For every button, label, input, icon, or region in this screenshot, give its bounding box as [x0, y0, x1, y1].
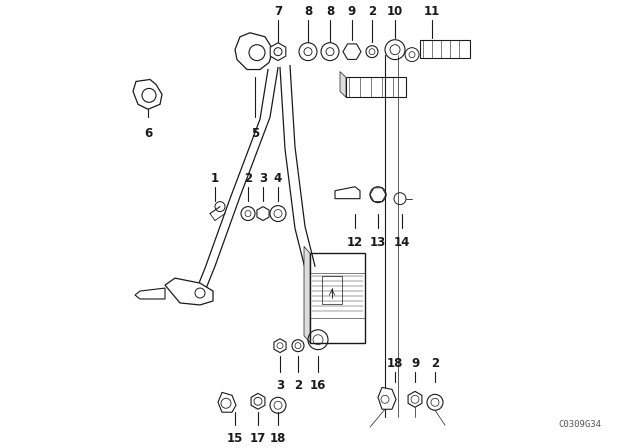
Text: 18: 18 — [387, 357, 403, 370]
Text: 4: 4 — [274, 172, 282, 185]
Text: 5: 5 — [251, 127, 259, 140]
Polygon shape — [340, 72, 346, 97]
Text: 12: 12 — [347, 237, 363, 250]
Polygon shape — [378, 388, 396, 409]
Text: 3: 3 — [276, 379, 284, 392]
Text: 3: 3 — [259, 172, 267, 185]
Polygon shape — [270, 43, 286, 60]
Polygon shape — [251, 393, 265, 409]
Text: 8: 8 — [304, 5, 312, 18]
Text: 2: 2 — [431, 357, 439, 370]
Text: 10: 10 — [387, 5, 403, 18]
Text: 17: 17 — [250, 432, 266, 445]
Polygon shape — [165, 278, 213, 305]
Bar — [346, 78, 406, 97]
Bar — [322, 276, 342, 304]
Text: 15: 15 — [227, 432, 243, 445]
Polygon shape — [408, 392, 422, 407]
Text: 2: 2 — [294, 379, 302, 392]
Text: 6: 6 — [144, 127, 152, 140]
Text: 13: 13 — [370, 237, 386, 250]
Text: 2: 2 — [244, 172, 252, 185]
Text: 7: 7 — [274, 5, 282, 18]
Text: 11: 11 — [424, 5, 440, 18]
Bar — [420, 40, 470, 58]
Polygon shape — [135, 288, 165, 299]
Text: 1: 1 — [211, 172, 219, 185]
Polygon shape — [235, 33, 273, 69]
Text: 16: 16 — [310, 379, 326, 392]
Polygon shape — [343, 44, 361, 60]
Polygon shape — [133, 79, 162, 109]
Text: 9: 9 — [348, 5, 356, 18]
Polygon shape — [304, 246, 310, 343]
Text: 8: 8 — [326, 5, 334, 18]
Polygon shape — [335, 187, 360, 198]
Text: C0309G34: C0309G34 — [559, 420, 602, 429]
Bar — [310, 253, 365, 343]
Text: 18: 18 — [270, 432, 286, 445]
Text: 14: 14 — [394, 237, 410, 250]
Polygon shape — [257, 207, 269, 220]
Text: 9: 9 — [411, 357, 419, 370]
Polygon shape — [274, 339, 286, 353]
Text: 2: 2 — [368, 5, 376, 18]
Polygon shape — [218, 392, 236, 412]
